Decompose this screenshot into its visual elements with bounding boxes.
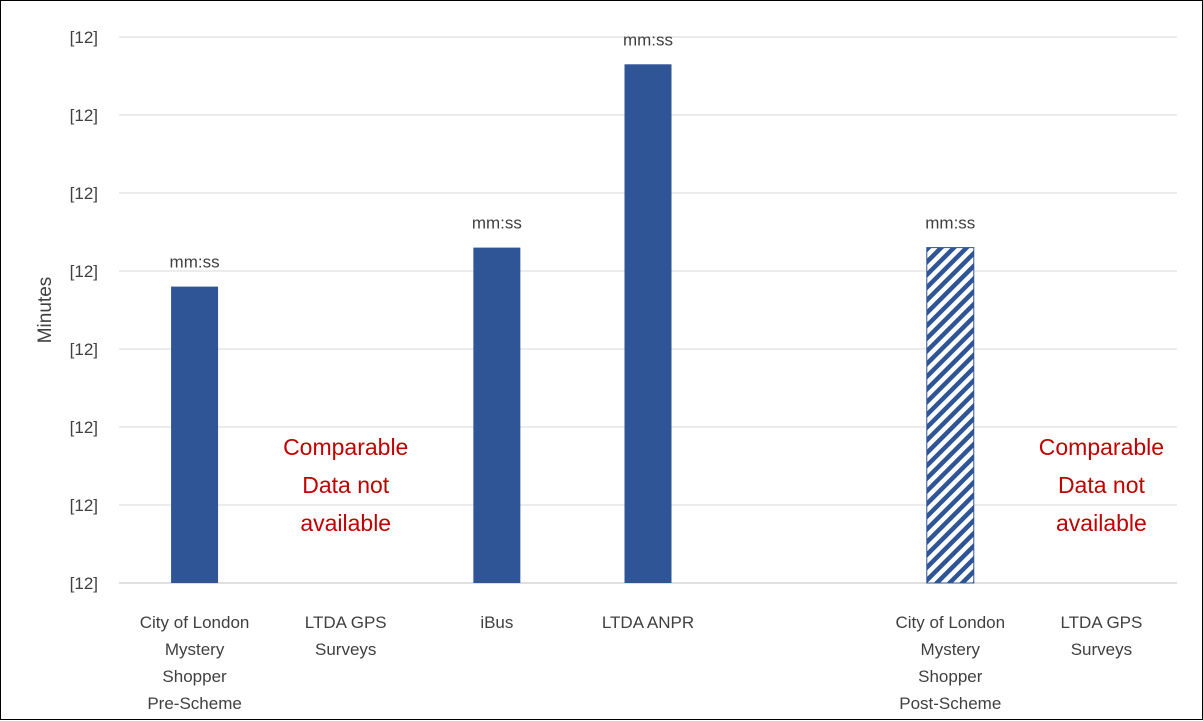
y-tick-label: [12] [70, 28, 98, 47]
data-labels: mm:ss mm:ss mm:ss mm:ss [170, 30, 976, 271]
y-tick-label: [12] [70, 496, 98, 515]
bars [171, 64, 975, 584]
x-category-label: iBus [480, 613, 513, 632]
not-available-note: Data not [302, 472, 390, 498]
y-axis-title: Minutes [35, 277, 56, 344]
x-category-label: LTDA ANPR [602, 613, 694, 632]
not-available-note: Comparable [283, 434, 408, 460]
data-label: mm:ss [472, 214, 522, 233]
not-available-note: available [300, 510, 391, 536]
x-category-label: Surveys [1071, 640, 1132, 659]
x-category-labels: City of London Mystery Shopper Pre-Scheme LT… [140, 613, 1143, 713]
y-tick-label: [12] [70, 574, 98, 593]
bar [171, 286, 219, 583]
x-category-label: Post-Scheme [899, 694, 1001, 713]
y-tick-labels: [12] [12] [12] [12] [12] [12] [12] [12] [70, 28, 98, 593]
y-tick-label: [12] [70, 340, 98, 359]
bar [926, 247, 975, 584]
x-category-label: Pre-Scheme [147, 694, 241, 713]
data-label: mm:ss [623, 30, 673, 49]
x-category-label: LTDA GPS [305, 613, 387, 632]
y-tick-label: [12] [70, 184, 98, 203]
not-available-note: available [1056, 510, 1147, 536]
x-category-label: LTDA GPS [1060, 613, 1142, 632]
x-category-label: Surveys [315, 640, 376, 659]
x-category-label: Mystery [165, 640, 225, 659]
x-category-label: Mystery [921, 640, 981, 659]
y-tick-label: [12] [70, 106, 98, 125]
x-category-label: Shopper [162, 667, 227, 686]
not-available-notes: Comparable Data not available Comparable Dat… [283, 434, 1164, 536]
not-available-note: Data not [1058, 472, 1146, 498]
bar [473, 247, 521, 583]
x-category-label: Shopper [918, 667, 983, 686]
y-tick-label: [12] [70, 262, 98, 281]
bar [624, 64, 672, 584]
data-label: mm:ss [170, 253, 220, 272]
y-tick-label: [12] [70, 418, 98, 437]
x-category-label: City of London [895, 613, 1005, 632]
not-available-note: Comparable [1039, 434, 1164, 460]
x-category-label: City of London [140, 613, 250, 632]
data-label: mm:ss [925, 214, 975, 233]
